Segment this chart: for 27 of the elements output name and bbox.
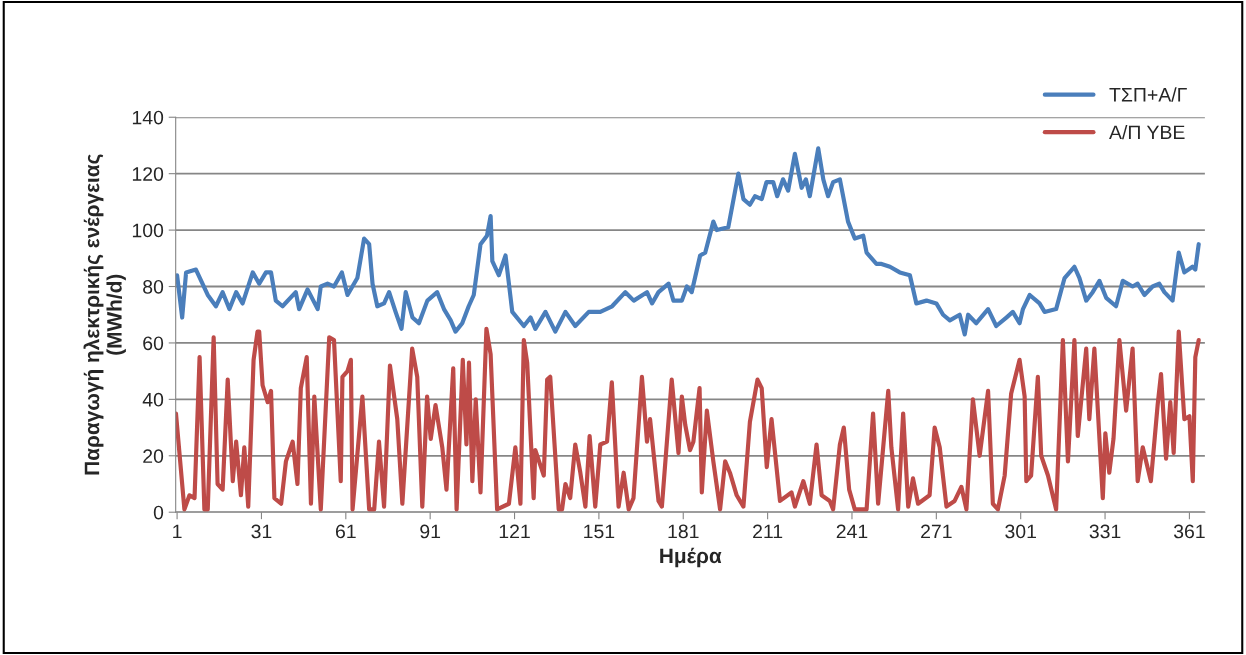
x-tick-label: 361 [1173,524,1205,539]
x-tick-label: 181 [668,524,699,539]
x-tick-label: 331 [1089,524,1121,539]
x-tick-label: 31 [251,524,272,539]
y-tick-label: 0 [153,505,164,520]
y-tick-label: 100 [132,223,164,238]
x-tick-label: 121 [499,524,530,539]
y-axis-title: Παραγωγή ηλεκτρικής ενέργειας (MWh/d) [83,154,126,475]
y-tick-label: 140 [132,110,164,125]
x-tick-label: 91 [420,524,441,539]
legend-label: Α/Π ΥΒΕ [1109,124,1185,140]
y-tick-label: 80 [143,279,164,294]
x-tick-label: 61 [335,524,356,539]
x-tick-label: 1 [173,524,182,539]
legend-label: ΤΣΠ+Α/Γ [1109,87,1187,102]
x-tick-label: 151 [584,524,615,539]
x-axis-title: Ημέρα [660,547,722,568]
y-tick-label: 60 [143,336,164,351]
x-tick-label: 211 [753,524,783,539]
line-series [175,146,1201,337]
x-tick-label: 301 [1005,524,1036,539]
line-series [175,326,1201,512]
y-tick-label: 40 [142,392,164,407]
y-tick-label: 20 [143,449,164,464]
x-tick-label: 271 [921,524,952,539]
x-tick-label: 241 [836,524,868,539]
y-tick-label: 120 [132,167,164,181]
